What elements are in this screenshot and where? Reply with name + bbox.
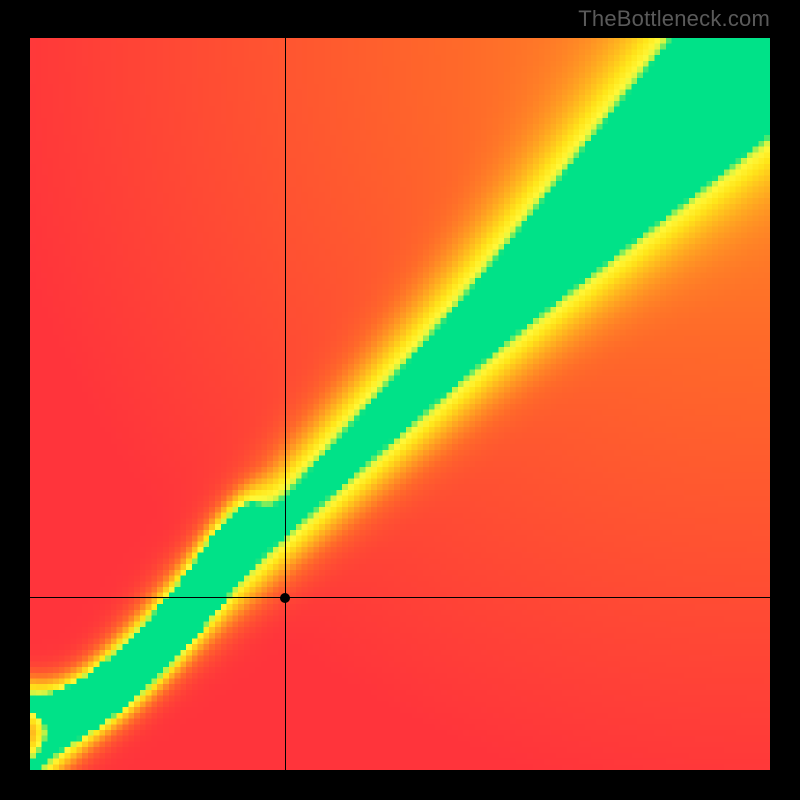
- crosshair-marker: [280, 593, 290, 603]
- crosshair-vertical: [285, 38, 286, 770]
- crosshair-horizontal: [30, 597, 770, 598]
- heatmap-canvas: [30, 38, 770, 770]
- attribution-text: TheBottleneck.com: [578, 6, 770, 32]
- figure-container: TheBottleneck.com: [0, 0, 800, 800]
- heatmap-canvas-wrap: [30, 38, 770, 770]
- plot-area: [30, 38, 770, 770]
